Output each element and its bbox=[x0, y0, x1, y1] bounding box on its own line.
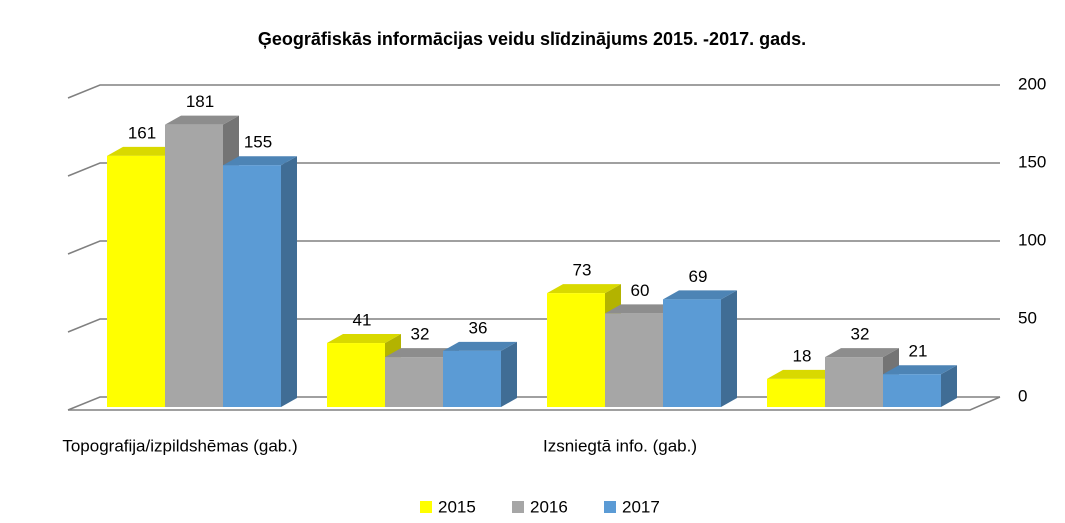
bar-side bbox=[721, 290, 737, 407]
legend-swatch bbox=[512, 501, 524, 513]
y-tick-label: 0 bbox=[1018, 386, 1027, 405]
y-tick-label: 200 bbox=[1018, 74, 1046, 93]
bar bbox=[883, 374, 941, 407]
bar-top bbox=[767, 369, 841, 379]
bar bbox=[107, 155, 165, 407]
value-label: 41 bbox=[353, 311, 372, 330]
value-label: 36 bbox=[469, 318, 488, 337]
floor bbox=[68, 396, 1001, 411]
value-label: 18 bbox=[793, 346, 812, 365]
bar-top bbox=[107, 146, 181, 156]
bar-top bbox=[605, 304, 679, 314]
bar bbox=[547, 293, 605, 407]
bar-top bbox=[663, 290, 737, 300]
legend-swatch bbox=[604, 501, 616, 513]
legend-label: 2016 bbox=[530, 497, 568, 516]
bar-top bbox=[165, 115, 239, 125]
bar bbox=[327, 343, 385, 407]
bar bbox=[165, 124, 223, 407]
grid-line bbox=[67, 84, 1000, 99]
grid-line bbox=[67, 240, 1000, 255]
bar-top bbox=[883, 365, 957, 375]
x-tick-label: Topografija/izpildshēmas (gab.) bbox=[62, 436, 297, 455]
value-label: 69 bbox=[689, 267, 708, 286]
bar-top bbox=[385, 348, 459, 358]
y-tick-label: 50 bbox=[1018, 308, 1037, 327]
bar-top bbox=[443, 341, 517, 351]
bar-top bbox=[547, 284, 621, 294]
bar-side bbox=[281, 156, 297, 407]
value-label: 21 bbox=[909, 342, 928, 361]
bar bbox=[443, 350, 501, 407]
bar bbox=[223, 165, 281, 407]
bar bbox=[605, 313, 663, 407]
value-label: 32 bbox=[411, 325, 430, 344]
legend-swatch bbox=[420, 501, 432, 513]
value-label: 161 bbox=[128, 123, 156, 142]
value-label: 60 bbox=[631, 281, 650, 300]
value-label: 32 bbox=[851, 325, 870, 344]
grid-line bbox=[67, 162, 1000, 177]
bar-top bbox=[223, 156, 297, 166]
value-label: 73 bbox=[573, 261, 592, 280]
value-label: 181 bbox=[186, 92, 214, 111]
value-label: 155 bbox=[244, 133, 272, 152]
legend-label: 2017 bbox=[622, 497, 660, 516]
bar bbox=[663, 299, 721, 407]
bar bbox=[385, 357, 443, 407]
y-tick-label: 150 bbox=[1018, 152, 1046, 171]
bar-side bbox=[501, 341, 517, 407]
bar bbox=[825, 357, 883, 407]
bar-side bbox=[941, 365, 957, 407]
bar-top bbox=[327, 334, 401, 344]
bar-top bbox=[825, 348, 899, 358]
y-tick-label: 100 bbox=[1018, 230, 1046, 249]
chart-title: Ģeogrāfiskās informācijas veidu slīdzinā… bbox=[258, 29, 806, 49]
legend-label: 2015 bbox=[438, 497, 476, 516]
bar bbox=[767, 378, 825, 407]
x-tick-label: Izsniegtā info. (gab.) bbox=[543, 436, 697, 455]
